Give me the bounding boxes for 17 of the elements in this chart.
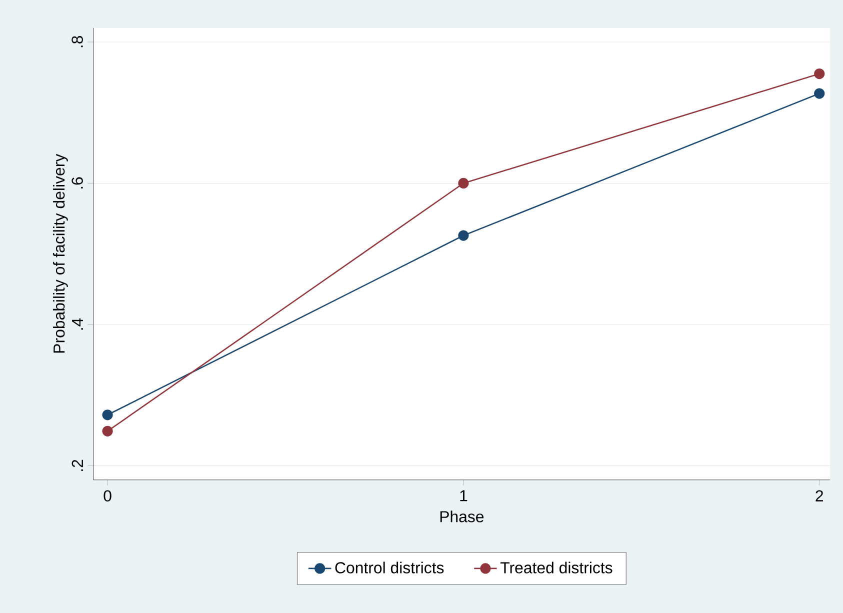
point xyxy=(814,68,825,79)
point xyxy=(458,230,469,241)
y-tick-label: .2 xyxy=(72,460,83,471)
point xyxy=(102,426,113,436)
y-axis-title: Probability of facility delivery xyxy=(53,154,68,352)
x-tick-label: 1 xyxy=(460,490,468,502)
x-tick-label: 2 xyxy=(816,490,823,502)
x-tick-label: 0 xyxy=(104,490,112,502)
legend-label: Control districts xyxy=(335,562,444,574)
point xyxy=(814,88,825,99)
y-tick-label: .4 xyxy=(72,318,83,330)
y-tick-label: .8 xyxy=(72,36,83,48)
x-axis-title: Phase xyxy=(440,510,484,522)
point xyxy=(102,409,113,420)
point xyxy=(458,178,469,188)
legend-label: Treated districts xyxy=(500,562,612,574)
y-tick-label: .6 xyxy=(72,177,83,188)
